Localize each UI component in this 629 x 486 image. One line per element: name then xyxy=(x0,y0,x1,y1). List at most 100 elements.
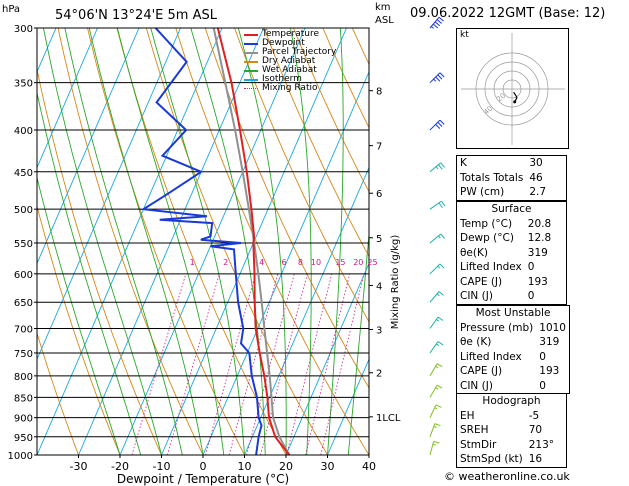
location-title: 54°06'N 13°24'E 5m ASL xyxy=(55,8,217,23)
wind-barb-staff xyxy=(429,341,439,354)
wind-barb-flag xyxy=(435,404,442,408)
legend-label: Parcel Trajectory xyxy=(262,47,337,57)
asl-unit-label: ASL xyxy=(375,15,394,26)
wind-barb xyxy=(429,263,445,275)
wind-barb xyxy=(429,384,443,398)
index-row: SREH 70 xyxy=(457,423,567,438)
wind-barb xyxy=(429,119,445,131)
wind-barb xyxy=(429,162,445,173)
isotherm-line xyxy=(285,262,369,455)
legend-swatch xyxy=(244,88,258,89)
pressure-tick-label: 900 xyxy=(14,414,33,425)
wind-barb-flag xyxy=(437,316,444,321)
isotherm-line xyxy=(244,166,369,455)
temperature-tick-label: 30 xyxy=(321,460,335,473)
hodograph-ring-label: 20 xyxy=(495,92,507,104)
wind-barb-staff xyxy=(429,441,435,456)
wind-barb-staff xyxy=(429,404,437,418)
wind-barb xyxy=(429,404,442,418)
index-label: Temp (°C) xyxy=(460,217,513,230)
isotherm-line xyxy=(37,28,181,361)
legend-label: Dry Adiabat xyxy=(262,56,316,66)
index-value: 46 xyxy=(529,171,543,184)
pressure-tick-label: 550 xyxy=(14,239,33,250)
temperature-tick-label: 0 xyxy=(200,460,207,473)
km-tick-label: 5 xyxy=(376,234,382,245)
wind-barb-flag xyxy=(435,365,439,369)
wind-barb xyxy=(429,423,441,437)
legend-swatch xyxy=(244,42,258,45)
pressure-tick-label: 850 xyxy=(14,393,33,404)
hpa-unit-label: hPa xyxy=(2,4,21,15)
legend-swatch xyxy=(244,60,258,63)
wind-barbs xyxy=(429,16,446,456)
wind-barb-flag xyxy=(438,16,444,22)
mixing-ratio-tick-label: 4 xyxy=(259,258,264,267)
index-label: CAPE (J) xyxy=(460,275,503,288)
legend-label: Temperature xyxy=(262,29,320,39)
pressure-tick-label: 950 xyxy=(14,433,33,444)
index-value: -5 xyxy=(528,409,540,422)
index-value: 0 xyxy=(527,261,535,273)
index-label: CAPE (J) xyxy=(460,365,503,377)
wind-barb-flag xyxy=(436,343,440,347)
hodograph-table: Hodograph EH -5 SREH 70 StmDir 213° StmSpd (kt)… xyxy=(456,393,567,468)
wind-barb-flag xyxy=(440,162,445,168)
profile-lines xyxy=(140,28,291,455)
km-tick-label: 2 xyxy=(376,369,382,380)
dry-adiabat-line xyxy=(351,28,369,66)
index-label: Lifted Index xyxy=(460,350,522,363)
wind-barb-flag xyxy=(435,124,441,129)
pressure-tick-label: 300 xyxy=(14,24,33,35)
mixing-ratio-line xyxy=(131,273,187,455)
mixing-ratio-line xyxy=(205,273,256,455)
dry-adiabat-line xyxy=(263,28,369,258)
index-value: 0 xyxy=(539,379,546,392)
pressure-tick-label: 500 xyxy=(14,205,33,216)
isotherm-line xyxy=(37,28,98,169)
section-title-row: Hodograph xyxy=(457,394,567,409)
legend-swatch xyxy=(244,78,258,81)
wind-barb xyxy=(429,16,444,29)
wind-barb-staff xyxy=(429,384,438,398)
km-tick-label: 6 xyxy=(376,189,382,200)
legend-item: Parcel Trajectory xyxy=(244,48,364,57)
dry-adiabat-line xyxy=(411,28,450,455)
wind-barb-flag xyxy=(434,21,441,27)
section-title: Surface xyxy=(491,203,532,215)
index-label: SREH xyxy=(460,424,489,436)
hodograph-trace xyxy=(513,91,518,103)
pressure-tick-label: 350 xyxy=(14,79,33,90)
wind-barb xyxy=(429,440,440,456)
most-unstable-table: Most Unstable Pressure (mb) 1010 θe (K) 319 L… xyxy=(456,305,570,394)
index-label: CIN (J) xyxy=(460,290,493,302)
index-row: Dewp (°C) 12.8 xyxy=(457,231,567,246)
legend-item: Mixing Ratio xyxy=(244,84,364,93)
index-label: θe (K) xyxy=(460,336,492,348)
wind-barb-flag xyxy=(440,233,445,239)
pressure-tick-label: 600 xyxy=(14,270,33,281)
km-tick-label: 7 xyxy=(376,142,382,153)
pressure-tick-label: 450 xyxy=(14,168,33,179)
dry-adiabat-line xyxy=(292,28,369,193)
wet-adiabat-line xyxy=(43,28,162,455)
km-tick-label: 8 xyxy=(376,87,382,98)
temperature-tick-label: 10 xyxy=(238,460,252,473)
wind-barb-staff xyxy=(429,200,442,210)
mixing-ratio-line xyxy=(320,273,365,455)
wind-barb-flag xyxy=(432,443,436,446)
index-label: Totals Totals xyxy=(460,171,524,184)
mixing-ratio-tick-label: 25 xyxy=(367,258,377,267)
index-row: θe(K) 319 xyxy=(457,246,567,261)
legend-item: Temperature xyxy=(244,30,364,39)
temperature-tick-label: 40 xyxy=(362,460,376,473)
index-row: CIN (J) 0 xyxy=(457,379,570,394)
wind-barb-flag xyxy=(434,407,438,410)
wind-barb-flag xyxy=(441,200,446,207)
wind-barb-flag xyxy=(438,164,443,170)
wind-barb-flag xyxy=(438,291,444,296)
dry-adiabat-line xyxy=(441,28,451,455)
index-value: 70 xyxy=(528,424,543,436)
wind-barb-flag xyxy=(437,74,443,80)
